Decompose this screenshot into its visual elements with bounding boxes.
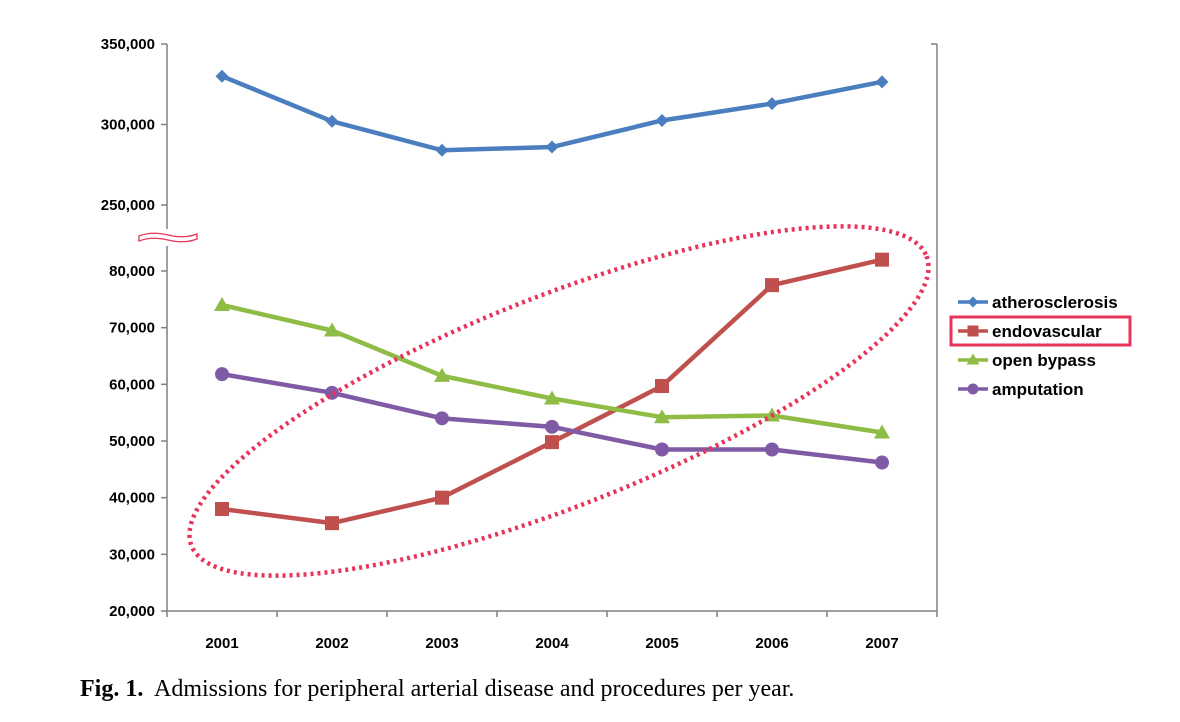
data-point (966, 353, 980, 365)
figure-caption: Fig. 1. Admissions for peripheral arteri… (80, 676, 794, 703)
data-point (765, 97, 779, 111)
data-point (435, 411, 449, 426)
series-line (221, 302, 883, 435)
series-amputation (215, 367, 889, 470)
data-point (325, 516, 339, 531)
x-tick-label: 2001 (205, 635, 238, 652)
data-point (215, 69, 229, 83)
caption-text: Admissions for peripheral arterial disea… (154, 676, 795, 702)
data-point (545, 419, 559, 434)
x-tick-label: 2005 (645, 635, 678, 652)
data-point (324, 322, 340, 337)
data-point (655, 379, 669, 394)
data-point (544, 390, 560, 405)
data-point (215, 367, 229, 382)
y-tick-label: 70,000 (109, 320, 155, 337)
series-endovascular (215, 252, 889, 531)
data-point (434, 367, 450, 382)
highlight-layer (187, 224, 931, 578)
series-open-bypass (214, 297, 890, 439)
x-tick-label: 2007 (865, 635, 898, 652)
x-tick-label: 2004 (535, 635, 569, 652)
y-tick-label: 50,000 (109, 433, 155, 450)
data-point (967, 296, 979, 308)
data-point (545, 140, 559, 154)
y-tick-label: 60,000 (109, 376, 155, 393)
data-point (655, 113, 669, 127)
series-atherosclerosis (215, 69, 889, 157)
y-tick-label: 80,000 (109, 263, 155, 280)
y-tick-label: 350,000 (101, 36, 155, 53)
data-point (765, 442, 779, 457)
data-point (325, 385, 339, 400)
data-point (325, 114, 339, 128)
axis-break-symbol (138, 232, 198, 243)
data-point (874, 424, 890, 439)
series-line (221, 74, 883, 153)
caption-label: Fig. 1. (80, 676, 144, 702)
data-point (967, 383, 979, 395)
axes (138, 43, 938, 612)
y-tick-label: 250,000 (101, 197, 155, 214)
legend-item-endovascular: endovascular (949, 315, 1132, 347)
legend-label: amputation (992, 380, 1084, 399)
data-point (545, 435, 559, 450)
data-point (875, 75, 889, 89)
data-point (655, 442, 669, 457)
data-point (654, 409, 670, 424)
data-point (214, 297, 230, 311)
data-point (435, 490, 449, 505)
axis-ticks: 350,000 300,000 250,000 80,000 70,000 60,000 5… (101, 36, 938, 652)
x-tick-label: 2002 (315, 635, 348, 652)
data-point (967, 325, 979, 337)
legend-item-amputation: amputation (958, 380, 1084, 399)
x-tick-label: 2006 (755, 635, 788, 652)
y-tick-label: 40,000 (109, 490, 155, 507)
x-tick-label: 2003 (425, 635, 458, 652)
data-point (765, 278, 779, 293)
data-point (435, 143, 449, 157)
y-tick-label: 300,000 (101, 117, 155, 134)
legend-label: open bypass (992, 351, 1096, 370)
legend-label: atherosclerosis (992, 293, 1118, 312)
data-point (875, 455, 889, 470)
legend-item-open-bypass: open bypass (958, 351, 1096, 370)
data-point (215, 502, 229, 516)
legend: atherosclerosis endovascular open bypass am… (949, 293, 1132, 399)
y-tick-label: 30,000 (109, 546, 155, 563)
highlight-ellipse (187, 224, 931, 578)
series-group (214, 69, 890, 531)
legend-label: endovascular (992, 322, 1102, 341)
data-point (875, 252, 889, 267)
legend-highlight-box (949, 315, 1132, 347)
y-tick-label: 20,000 (109, 603, 155, 620)
legend-item-atherosclerosis: atherosclerosis (958, 293, 1118, 312)
